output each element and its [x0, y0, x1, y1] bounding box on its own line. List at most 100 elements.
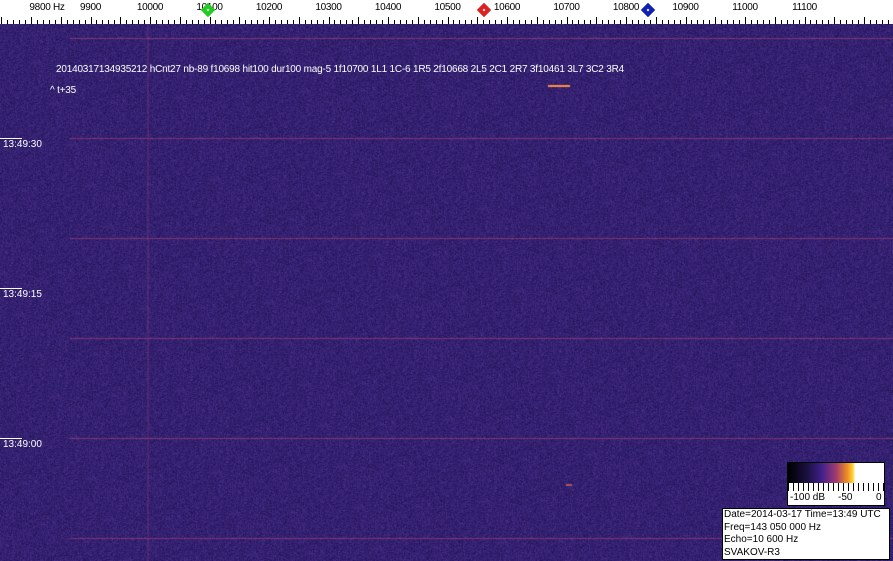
axis-tick	[37, 20, 38, 24]
axis-tick	[281, 20, 282, 24]
axis-tick	[519, 20, 520, 24]
axis-tick	[340, 20, 341, 24]
axis-tick	[477, 17, 478, 24]
axis-tick	[852, 20, 853, 24]
axis-tick	[578, 20, 579, 24]
axis-tick	[323, 20, 324, 24]
axis-tick	[73, 20, 74, 24]
frequency: Freq=143 050 000 Hz	[724, 521, 822, 533]
axis-tick	[91, 17, 92, 24]
color-scale-legend: -100 dB -50 0	[787, 462, 885, 506]
station-name: SVAKOV-R3	[724, 546, 780, 558]
axis-tick	[721, 20, 722, 24]
axis-tick	[269, 17, 270, 24]
axis-tick	[763, 20, 764, 24]
colorbar-label-max: 0	[876, 492, 882, 503]
axis-tick	[150, 17, 151, 24]
axis-tick	[418, 17, 419, 24]
red-marker-icon[interactable]	[476, 2, 491, 18]
axis-tick	[400, 20, 401, 24]
axis-tick	[186, 20, 187, 24]
axis-tick	[507, 17, 508, 24]
axis-tick	[799, 20, 800, 24]
axis-tick	[430, 20, 431, 24]
axis-tick	[257, 20, 258, 24]
axis-tick	[245, 20, 246, 24]
axis-tick	[251, 20, 252, 24]
axis-tick	[412, 20, 413, 24]
axis-tick	[43, 20, 44, 24]
waterfall-spectrogram[interactable]	[0, 24, 893, 561]
axis-tick	[608, 20, 609, 24]
time-marker-line	[0, 288, 22, 289]
time-label: 13:49:15	[3, 289, 42, 300]
axis-tick	[287, 20, 288, 24]
axis-tick	[114, 20, 115, 24]
axis-tick	[204, 20, 205, 24]
axis-tick	[364, 20, 365, 24]
colorbar-label-min: -100 dB	[790, 492, 826, 503]
frequency-tick-label: 10200	[255, 2, 283, 13]
axis-tick	[210, 17, 211, 24]
axis-tick	[96, 20, 97, 24]
axis-tick	[329, 17, 330, 24]
axis-tick	[227, 20, 228, 24]
frequency-tick-label: 9900	[79, 2, 102, 13]
axis-tick	[668, 20, 669, 24]
frequency-axis[interactable]: 9800 Hz990010000101001020010300104001050…	[0, 0, 893, 24]
axis-tick	[192, 20, 193, 24]
axis-tick	[305, 20, 306, 24]
axis-tick	[448, 17, 449, 24]
axis-tick	[757, 20, 758, 24]
axis-tick	[293, 20, 294, 24]
axis-tick	[834, 17, 835, 24]
axis-tick	[132, 20, 133, 24]
axis-tick	[691, 20, 692, 24]
axis-tick	[263, 20, 264, 24]
axis-tick	[828, 20, 829, 24]
axis-tick	[787, 20, 788, 24]
axis-tick	[126, 20, 127, 24]
axis-tick	[531, 20, 532, 24]
axis-tick	[108, 20, 109, 24]
axis-tick	[686, 17, 687, 24]
axis-tick	[650, 20, 651, 24]
frequency-tick-label: 10800	[612, 2, 640, 13]
axis-tick	[459, 20, 460, 24]
axis-tick	[656, 17, 657, 24]
time-marker-line	[0, 138, 22, 139]
axis-tick	[311, 20, 312, 24]
axis-tick	[334, 20, 335, 24]
axis-tick	[513, 20, 514, 24]
axis-tick	[352, 20, 353, 24]
axis-tick	[793, 20, 794, 24]
axis-tick	[620, 20, 621, 24]
axis-tick	[590, 20, 591, 24]
axis-tick	[31, 17, 32, 24]
axis-tick	[727, 20, 728, 24]
axis-tick	[840, 20, 841, 24]
blue-marker-icon[interactable]	[640, 2, 656, 18]
axis-tick	[810, 20, 811, 24]
axis-tick	[561, 20, 562, 24]
color-gradient	[788, 463, 884, 483]
axis-tick	[120, 17, 121, 24]
axis-tick	[61, 17, 62, 24]
axis-tick	[632, 20, 633, 24]
axis-tick	[442, 20, 443, 24]
colorbar-label-mid: -50	[838, 492, 853, 503]
axis-tick	[346, 20, 347, 24]
axis-tick	[680, 20, 681, 24]
axis-tick	[471, 20, 472, 24]
axis-tick	[13, 20, 14, 24]
axis-tick	[7, 20, 8, 24]
axis-tick	[233, 20, 234, 24]
axis-tick	[198, 20, 199, 24]
axis-tick	[162, 20, 163, 24]
axis-tick	[67, 20, 68, 24]
axis-tick	[805, 17, 806, 24]
axis-tick	[543, 20, 544, 24]
axis-tick	[370, 20, 371, 24]
axis-tick	[709, 20, 710, 24]
axis-tick	[662, 20, 663, 24]
